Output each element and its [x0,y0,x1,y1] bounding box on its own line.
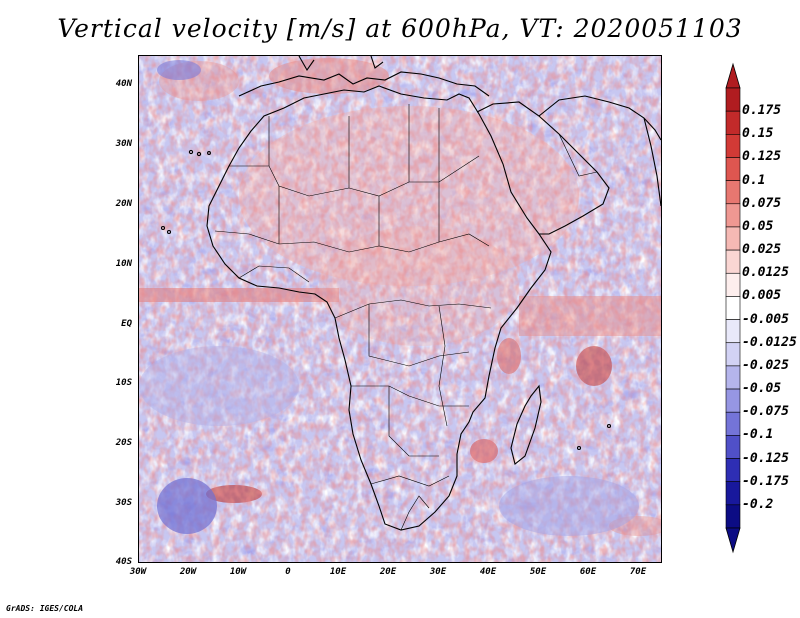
colorbar-swatch [725,226,741,251]
lat-label: EQ [121,319,132,329]
colorbar-swatch [725,481,741,506]
colorbar-tick-label: 0.15 [742,126,774,142]
colorbar-tick-label: -0.175 [742,473,789,489]
colorbar-tick-label: 0.05 [742,218,774,234]
colorbar-tick-label: -0.05 [742,381,782,397]
lon-label: 30E [429,567,447,577]
colorbar-swatch [725,319,741,344]
lat-label: 20S [115,438,132,448]
colorbar-tick-label: 0.175 [742,103,782,119]
colorbar-swatch [725,504,741,529]
colorbar-tick-label: 0.025 [742,242,782,258]
lon-label: 10W [229,567,247,577]
colorbar-swatch [725,342,741,367]
lat-label: 10S [115,378,132,388]
colorbar-tick-label: 0.1 [742,172,766,188]
colorbar-tick-label: -0.005 [742,311,789,327]
velocity-field-map [139,56,661,562]
lon-label: 50E [529,567,547,577]
colorbar-swatch [725,134,741,158]
colorbar-tick-label: 0.125 [742,149,782,165]
map-panel [138,55,662,563]
colorbar-swatch [725,458,741,482]
colorbar-tick-label: 0.005 [742,288,782,304]
colorbar-swatch [725,180,741,205]
chart-title: Vertical velocity [m/s] at 600hPa, VT: 2… [57,14,743,43]
lat-label: 40S [115,557,132,567]
lat-label: 20N [115,199,132,209]
lon-label: 20E [379,567,397,577]
colorbar [725,62,741,554]
credit-text: GrADS: IGES/COLA [6,604,84,613]
colorbar-swatch [725,365,741,390]
country-borders [214,104,598,531]
lon-label: 60E [579,567,597,577]
colorbar-top-arrow [725,62,741,89]
colorbar-tick-label: 0.075 [742,195,782,211]
colorbar-swatch [725,203,741,228]
lon-label: 0 [285,567,291,577]
colorbar-tick-label: -0.1 [742,427,774,443]
colorbar-swatch [725,157,741,181]
colorbar-tick-label: -0.125 [742,450,789,466]
lat-label: 30N [115,139,132,149]
colorbar-swatch [725,411,741,436]
colorbar-tick-label: -0.025 [742,357,789,373]
lon-label: 20W [179,567,197,577]
lon-label: 40E [479,567,497,577]
colorbar-tick-label: 0.0125 [742,265,789,281]
lat-label: 40N [115,79,132,89]
colorbar-swatch [725,87,741,112]
lat-label: 10N [115,259,132,269]
lon-label: 30W [129,567,147,577]
lon-label: 10E [329,567,347,577]
colorbar-tick-label: -0.2 [742,496,774,512]
colorbar-tick-label: -0.0125 [742,334,797,350]
colorbar-swatch [725,435,741,459]
colorbar-bottom-arrow [725,527,741,554]
lon-label: 70E [629,567,647,577]
colorbar-swatch [725,388,741,413]
colorbar-tick-label: -0.075 [742,404,789,420]
colorbar-swatch [725,272,741,297]
colorbar-swatch [725,249,741,274]
colorbar-swatch [725,110,741,135]
colorbar-swatch [725,296,741,320]
sinking-motion-patches [139,60,639,536]
lat-label: 30S [115,498,132,508]
